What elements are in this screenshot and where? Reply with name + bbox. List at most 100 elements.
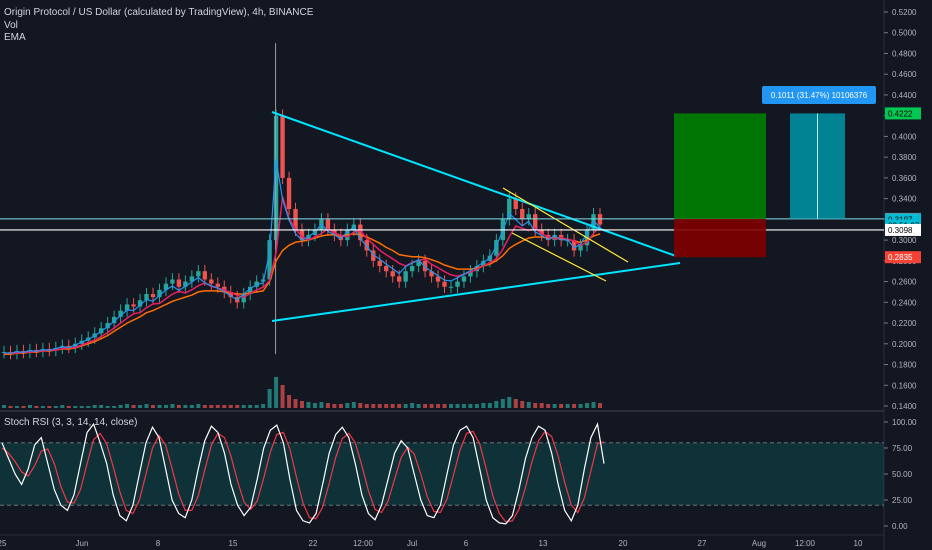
stoch-d-line [1,430,605,523]
volume-bar [513,399,518,408]
volume-bar [377,404,382,408]
volume-bar [176,405,181,408]
time-tick-label: 15 [229,539,238,548]
price-tick-label: 0.2600 [892,278,917,287]
volume-bar [416,404,421,408]
volume-bar [461,404,466,408]
volume-bar [267,389,272,408]
volume-bar [8,406,13,408]
volume-bar [500,399,505,408]
time-tick-label: 6 [464,539,469,548]
candle-body [183,281,188,287]
measure-label-box [762,86,876,104]
price-tag-box [885,107,921,120]
candle-body [150,294,156,298]
price-tick-label: 0.3400 [892,195,917,204]
time-tick-label: 13 [539,539,548,548]
volume-bar [60,405,65,408]
candle-body [189,276,195,282]
volume-bar [151,405,155,408]
volume-bar [403,404,408,408]
candle-body [293,209,298,230]
volume-bar [14,406,19,408]
candle-body [591,214,596,230]
price-tick-label: 0.5200 [892,8,917,17]
volume-bar [351,402,356,408]
stoch-tick-label: 25.00 [892,496,913,505]
stoch-tick-label: 50.00 [892,470,913,479]
candle-body [105,323,110,329]
price-tag-label: 0.2835 [888,253,913,262]
volume-bar [494,401,499,408]
volume-bar [261,404,266,408]
volume-bar [591,402,596,408]
price-tick-label: 0.4600 [892,70,917,79]
volume-bar [53,406,58,408]
volume-bar [520,401,525,408]
time-tick-label: Aug [752,539,766,548]
volume-bar [27,405,32,408]
volume-bar [319,402,324,408]
candle-body [384,266,389,272]
stoch-tick-label: 100.00 [892,418,917,427]
volume-bar [287,395,292,408]
volume-bar [358,403,363,408]
ema-fast-line [3,159,601,355]
volume-bar [125,404,130,408]
volume-bar [598,403,602,408]
candle-body [1,352,7,354]
volume-bar [40,406,45,408]
candle-body [403,271,408,282]
volume-bar [2,405,6,408]
volume-bar [397,404,402,408]
volume-bar [196,404,201,408]
volume-bar [209,405,214,408]
candle-body [131,304,136,307]
candle-body [358,224,363,241]
volume-bar [312,403,317,408]
candle-body [461,276,467,282]
candle-body [157,289,162,298]
candle-body [507,198,512,220]
candle-body [34,350,39,352]
ema-legend-label: EMA [4,32,26,43]
price-tick-label: 0.1600 [892,381,917,390]
volume-bar [254,405,259,408]
triangle-lower-trendline [271,262,681,322]
candle-body [202,271,208,280]
measure-label-text: 0.1011 (31.47%) 10106376 [771,91,868,100]
volume-bar [73,406,78,408]
volume-bar [436,404,441,408]
candle-body [170,279,175,284]
volume-bar [546,404,551,408]
volume-bar [474,404,479,408]
long-target-zone [674,113,766,219]
volume-bar [21,406,26,408]
volume-bar [455,404,460,408]
candle-body [429,271,434,277]
volume-bar [559,404,564,408]
candle-body [578,245,583,251]
price-tick-label: 0.3000 [892,236,917,245]
price-tag-label: 0.3098 [888,226,913,235]
volume-bar [183,405,188,408]
price-tick-label: 0.1800 [892,361,917,370]
candle-body [435,276,441,282]
candle-body [442,281,447,287]
price-tick-label: 0.3600 [892,174,917,183]
volume-bar [248,405,253,408]
price-tag-box [885,251,921,264]
candle-body [286,177,292,209]
candle-body [455,281,460,287]
volume-bar [345,403,350,408]
volume-bar [390,404,395,408]
volume-bar [429,404,434,408]
time-tick-label: 25 [0,539,7,548]
volume-bar [306,402,311,408]
channel-lower-line [511,232,607,282]
volume-bar [105,406,110,408]
volume-bar [449,404,453,408]
candle-body [196,271,201,277]
volume-bar [578,404,583,408]
